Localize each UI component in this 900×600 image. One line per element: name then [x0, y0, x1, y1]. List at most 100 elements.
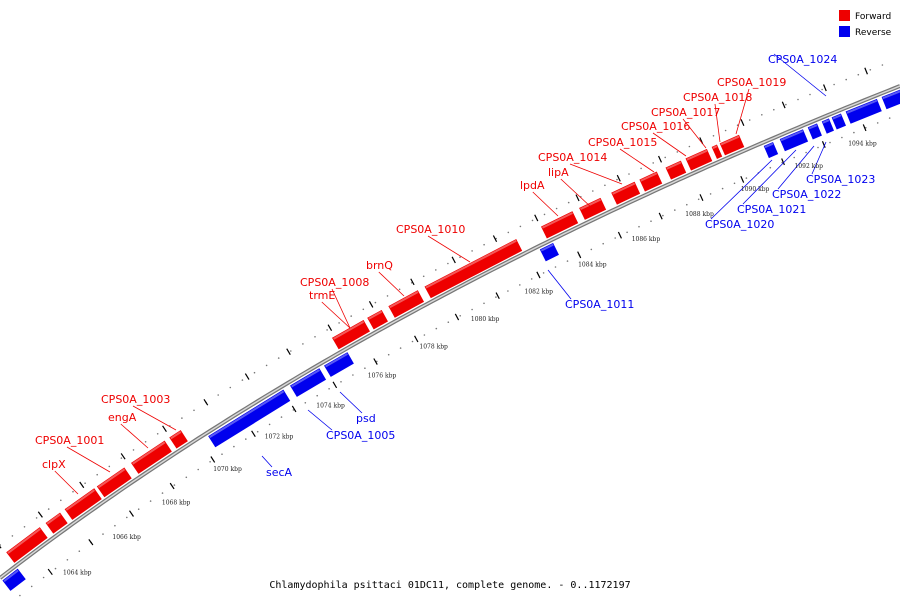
- label-leader: [682, 118, 707, 149]
- gene-labels: clpX CPS0A_1001 engA CPS0A_1003 CPS0A_1008tr…: [35, 53, 875, 479]
- track-dot: [614, 237, 616, 239]
- tick-mark: [740, 175, 745, 183]
- track-dot: [554, 266, 557, 268]
- reverse-gene-block-shine: [291, 369, 321, 388]
- tick-mark: [286, 348, 291, 356]
- backbone-line: [0, 84, 900, 580]
- track-dot: [23, 526, 26, 528]
- track-dot: [423, 334, 426, 336]
- forward-gene-block: [610, 180, 642, 206]
- track-dot: [736, 124, 739, 126]
- label-leader: [710, 159, 773, 220]
- kbp-label: 1084 kbp: [578, 262, 607, 269]
- track-dot: [592, 190, 594, 192]
- track-dot: [376, 360, 378, 363]
- track-dot: [483, 302, 485, 305]
- label-leader: [742, 149, 797, 205]
- tick-mark: [658, 212, 663, 220]
- forward-gene-block-shine: [170, 431, 182, 440]
- track-dot: [42, 576, 45, 579]
- track-dot: [590, 248, 593, 251]
- track-dot: [817, 146, 819, 149]
- track-dot: [881, 64, 884, 66]
- reverse-gene-block-shine: [780, 130, 804, 142]
- gene-label-reverse: psd: [356, 412, 376, 425]
- track-dot: [245, 438, 247, 440]
- label-leader: [132, 405, 177, 431]
- forward-gene-block: [387, 289, 426, 319]
- label-leader: [773, 53, 827, 97]
- forward-gene-block-shine: [389, 291, 419, 309]
- kbp-label: 1066 kbp: [112, 534, 141, 541]
- track-dot: [650, 220, 652, 222]
- track-dot: [304, 402, 307, 404]
- track-dot: [809, 93, 811, 96]
- gene-label-forward: CPS0A_1015: [588, 136, 657, 149]
- gene-label-forward: engA: [108, 411, 137, 424]
- track-dot: [845, 78, 847, 81]
- track-dot: [66, 559, 69, 561]
- track-dot: [387, 353, 390, 356]
- track-dot: [290, 350, 292, 352]
- forward-gene-block: [423, 237, 524, 300]
- tick-mark: [454, 313, 460, 321]
- forward-gene-block-shine: [541, 212, 573, 229]
- reverse-gene-block-shine: [764, 142, 774, 149]
- forward-gene-block: [44, 511, 69, 535]
- tick-mark: [658, 155, 663, 163]
- forward-gene-block-shine: [132, 441, 166, 465]
- track-dot: [47, 508, 50, 510]
- track-dot: [447, 321, 450, 324]
- tick-mark: [536, 271, 541, 279]
- track-dot: [471, 308, 473, 311]
- reverse-gene-block: [207, 388, 292, 449]
- track-dot: [519, 225, 522, 228]
- track-dot: [712, 135, 715, 137]
- track-dot: [748, 119, 751, 121]
- kbp-label: 1090 kbp: [741, 186, 770, 193]
- tick-mark: [162, 425, 167, 433]
- track-dot: [35, 517, 38, 519]
- tick-mark: [332, 381, 338, 389]
- forward-gene-block-shine: [7, 528, 41, 554]
- track-dot: [745, 177, 748, 179]
- tick-mark: [740, 119, 745, 127]
- forward-gene-block-shine: [425, 239, 517, 289]
- gene-label-reverse: CPS0A_1021: [737, 203, 806, 216]
- track-dot: [54, 567, 57, 570]
- reverse-gene-block: [820, 117, 836, 135]
- genome-backbone: [0, 84, 900, 580]
- tick-mark: [0, 545, 2, 549]
- forward-gene-block: [168, 428, 189, 450]
- label-leader: [378, 271, 405, 297]
- reverse-gene-block: [322, 351, 355, 379]
- track-dot: [398, 288, 401, 291]
- kbp-scale-labels: 1064 kbp 1066 kbp 1068 kbp 1070 kbp 1072 kbp…: [63, 140, 877, 576]
- kbp-tick-marks: [0, 67, 868, 576]
- label-leader: [66, 446, 111, 473]
- track-dot: [495, 296, 497, 298]
- tick-mark: [373, 358, 378, 365]
- gene-label-forward: CPS0A_1014: [538, 151, 607, 164]
- gene-label-reverse: CPS0A_1011: [565, 298, 634, 311]
- kbp-label: 1092 kbp: [795, 163, 824, 170]
- gene-label-reverse: CPS0A_1005: [326, 429, 395, 442]
- track-dot: [805, 151, 807, 154]
- reverse-gene-block: [538, 241, 561, 263]
- gene-label-reverse: CPS0A_1024: [768, 53, 837, 66]
- track-dot: [769, 166, 772, 169]
- track-dot: [60, 499, 62, 502]
- track-dot: [108, 465, 111, 468]
- track-dot: [96, 473, 98, 476]
- tick-mark: [251, 430, 256, 438]
- track-dot: [542, 272, 545, 274]
- label-leader: [714, 103, 721, 143]
- forward-gene-block-shine: [612, 182, 636, 195]
- track-dot: [435, 327, 438, 330]
- tick-mark: [169, 482, 175, 490]
- gene-label-leaders: [54, 53, 827, 495]
- forward-gene-block: [63, 487, 103, 522]
- gene-label-reverse: CPS0A_1022: [772, 188, 841, 201]
- tick-mark: [410, 278, 415, 286]
- track-dot: [11, 535, 14, 537]
